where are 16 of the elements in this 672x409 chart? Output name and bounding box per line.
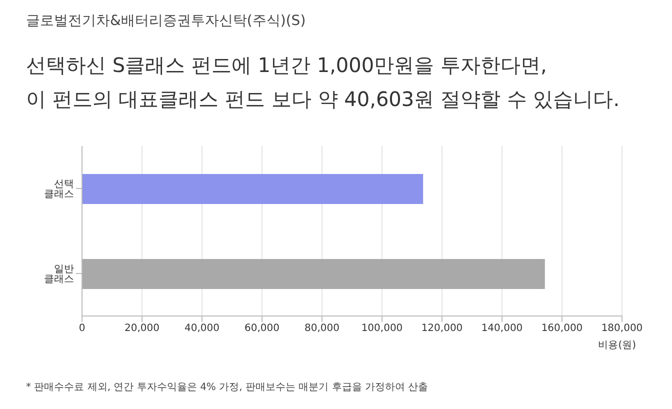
x-tick-label: 20,000 (124, 323, 160, 334)
chart-subtitle: 선택하신 S클래스 펀드에 1년간 1,000만원을 투자한다면, 이 펀드의 대표클래스 펀드 보다 약 40,603원 절약할 수 있습니다. (26, 52, 620, 113)
text: * 판매수수료 제외, 연간 투자수익율은 4% 가정, 판매보수는 매분기 후급을 가정하여 산출 (26, 381, 428, 394)
x-tick-label: 120,000 (421, 323, 463, 334)
x-tick-label: 60,000 (244, 323, 280, 334)
x-tick-label: 140,000 (481, 323, 523, 334)
x-tick-label: 80,000 (304, 323, 340, 334)
y-tick-label: 선택 클래스 (44, 179, 74, 200)
x-tick-label: 40,000 (184, 323, 220, 334)
chart-title: 글로벌전기차&배터리증권투자신탁(주식)(S) (26, 12, 306, 30)
y-tick-label: 일반 클래스 (44, 264, 74, 286)
x-tick-label: 0 (78, 323, 86, 334)
x-axis-title: 비용(원) (598, 339, 636, 352)
x-tick-label: 160,000 (541, 323, 583, 334)
x-tick-label: 180,000 (601, 323, 643, 334)
x-tick-label: 100,000 (361, 323, 403, 334)
